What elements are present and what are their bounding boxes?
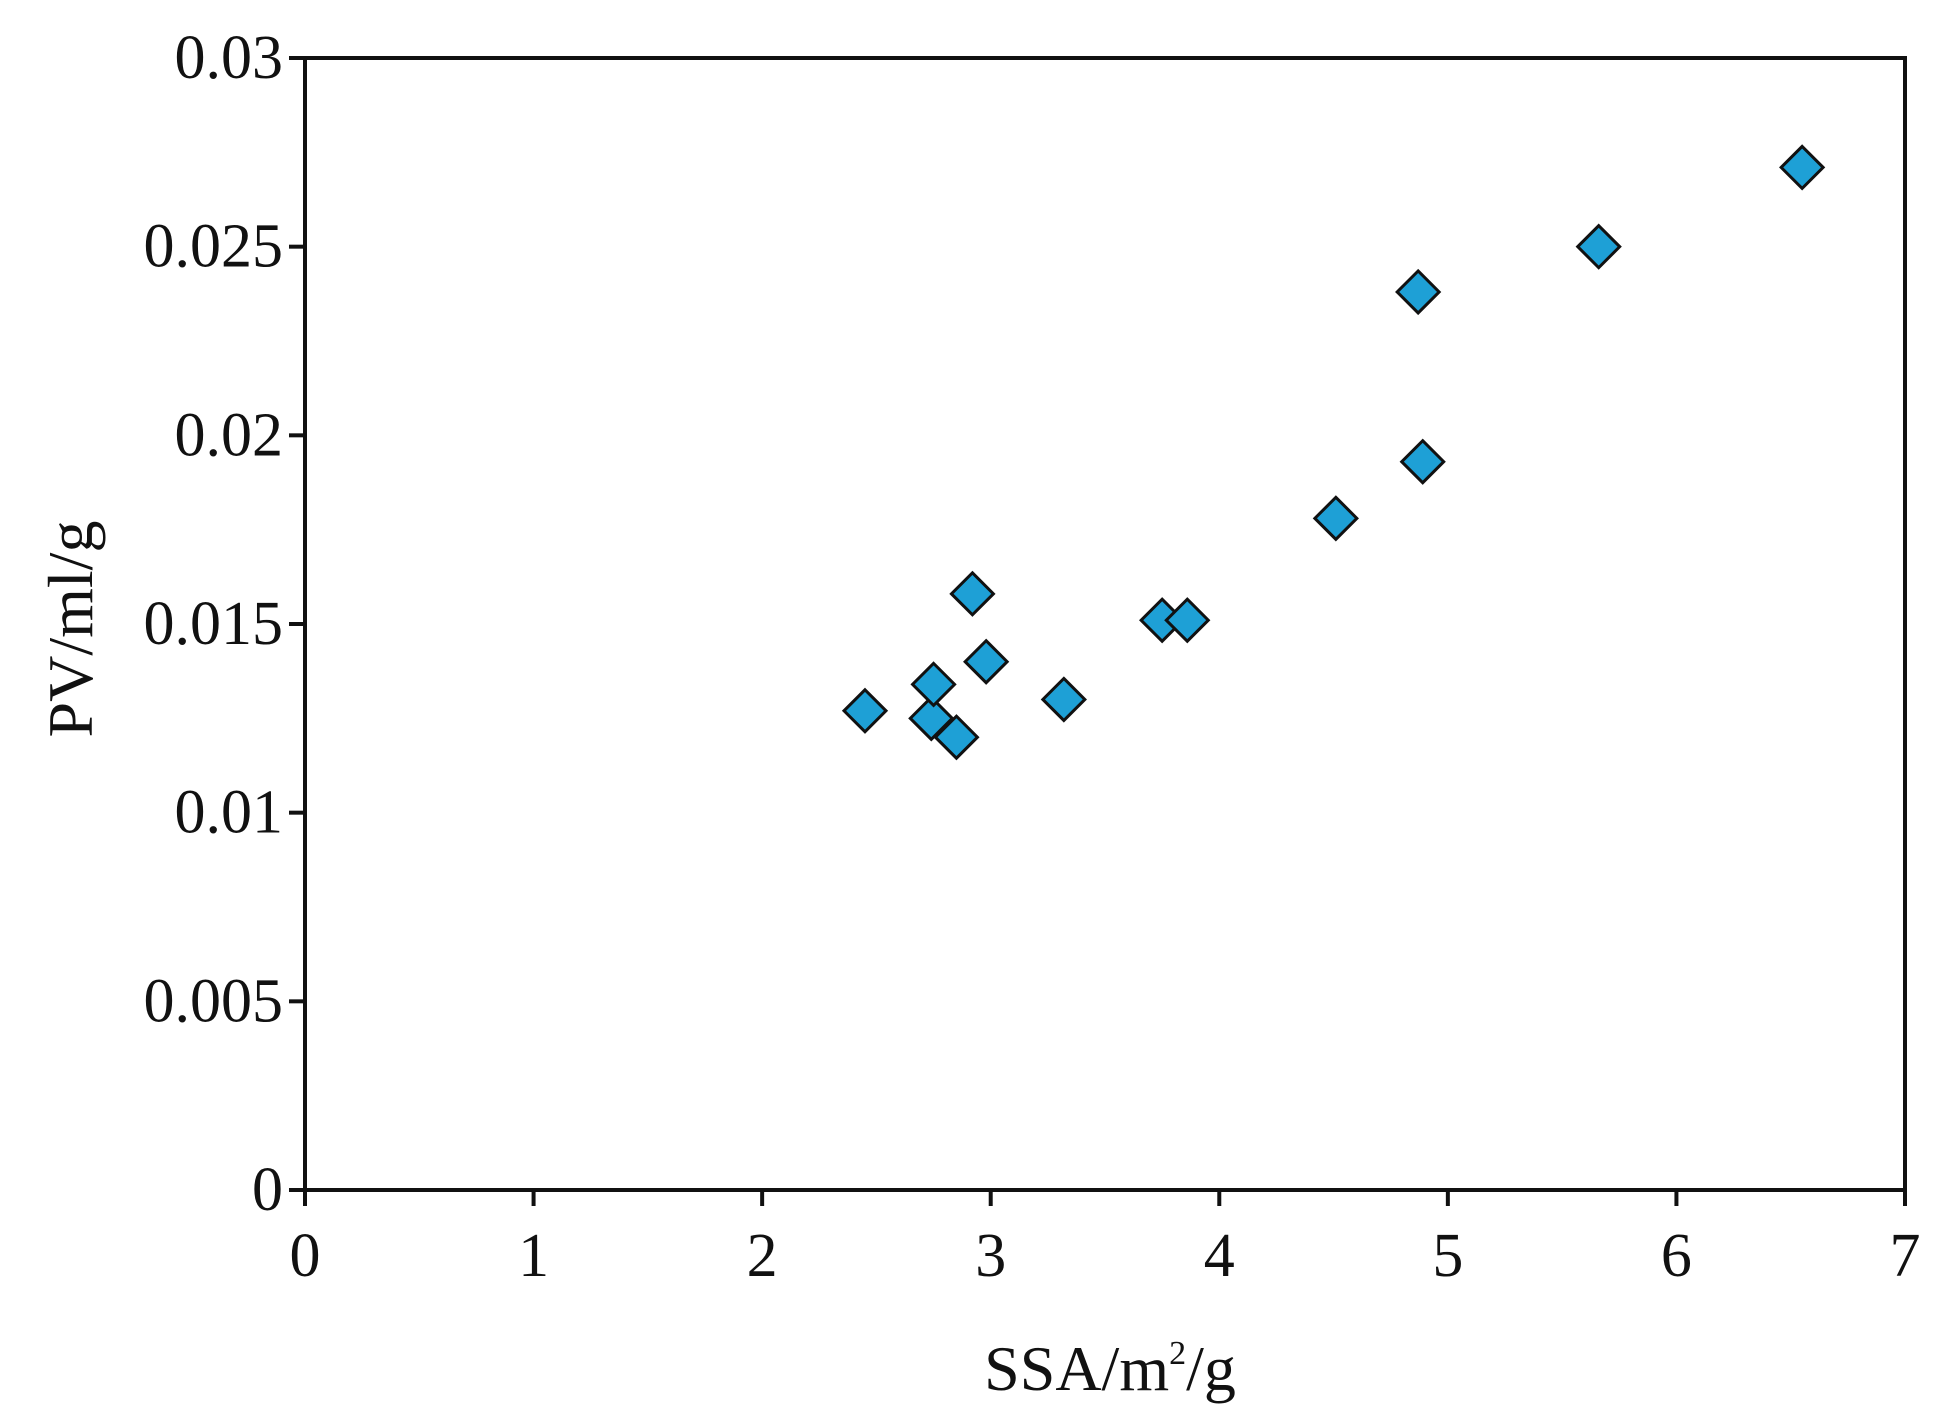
y-tick-label: 0.01: [175, 779, 284, 847]
data-point: [1040, 676, 1087, 723]
y-tick-label: 0.025: [144, 213, 284, 281]
data-point: [1164, 597, 1211, 644]
y-axis-title: PV/ml/g: [35, 521, 106, 738]
data-point: [1312, 495, 1359, 542]
x-tick-label: 6: [1661, 1222, 1692, 1290]
data-point: [1399, 438, 1446, 485]
x-axis-title-superscript: 2: [1169, 1335, 1186, 1372]
x-tick-label: 2: [747, 1222, 778, 1290]
data-point: [1395, 268, 1442, 316]
y-tick-label: 0.005: [144, 967, 284, 1035]
y-tick-label: 0: [252, 1156, 283, 1224]
y-tick-label: 0.02: [175, 401, 284, 469]
axis-ticks: 0 1 2 3 4 5 6 7 0 0.005 0.01 0.015 0.02 0.025 0.03: [144, 24, 1921, 1290]
data-point: [1779, 144, 1826, 191]
x-tick-label: 1: [518, 1222, 549, 1290]
data-point: [933, 714, 980, 761]
x-axis-title: SSA/m2/g: [984, 1333, 1236, 1404]
data-point: [963, 638, 1010, 685]
x-tick-label: 7: [1890, 1222, 1921, 1290]
x-axis-title-suffix: /g: [1186, 1333, 1236, 1404]
data-points: [841, 144, 1826, 761]
y-tick-label: 0.03: [175, 24, 284, 92]
x-tick-label: 5: [1432, 1222, 1463, 1290]
plot-frame: [303, 56, 1907, 1192]
x-axis-title-prefix: SSA/m: [984, 1333, 1169, 1404]
x-tick-label: 0: [290, 1222, 321, 1290]
data-point: [949, 570, 996, 617]
x-tick-label: 4: [1204, 1222, 1235, 1290]
x-tick-label: 3: [975, 1222, 1006, 1290]
data-point: [841, 687, 889, 734]
plot-area: [303, 56, 1907, 1192]
data-point: [910, 661, 957, 708]
data-point: [1575, 223, 1622, 270]
y-tick-label: 0.015: [144, 590, 284, 658]
